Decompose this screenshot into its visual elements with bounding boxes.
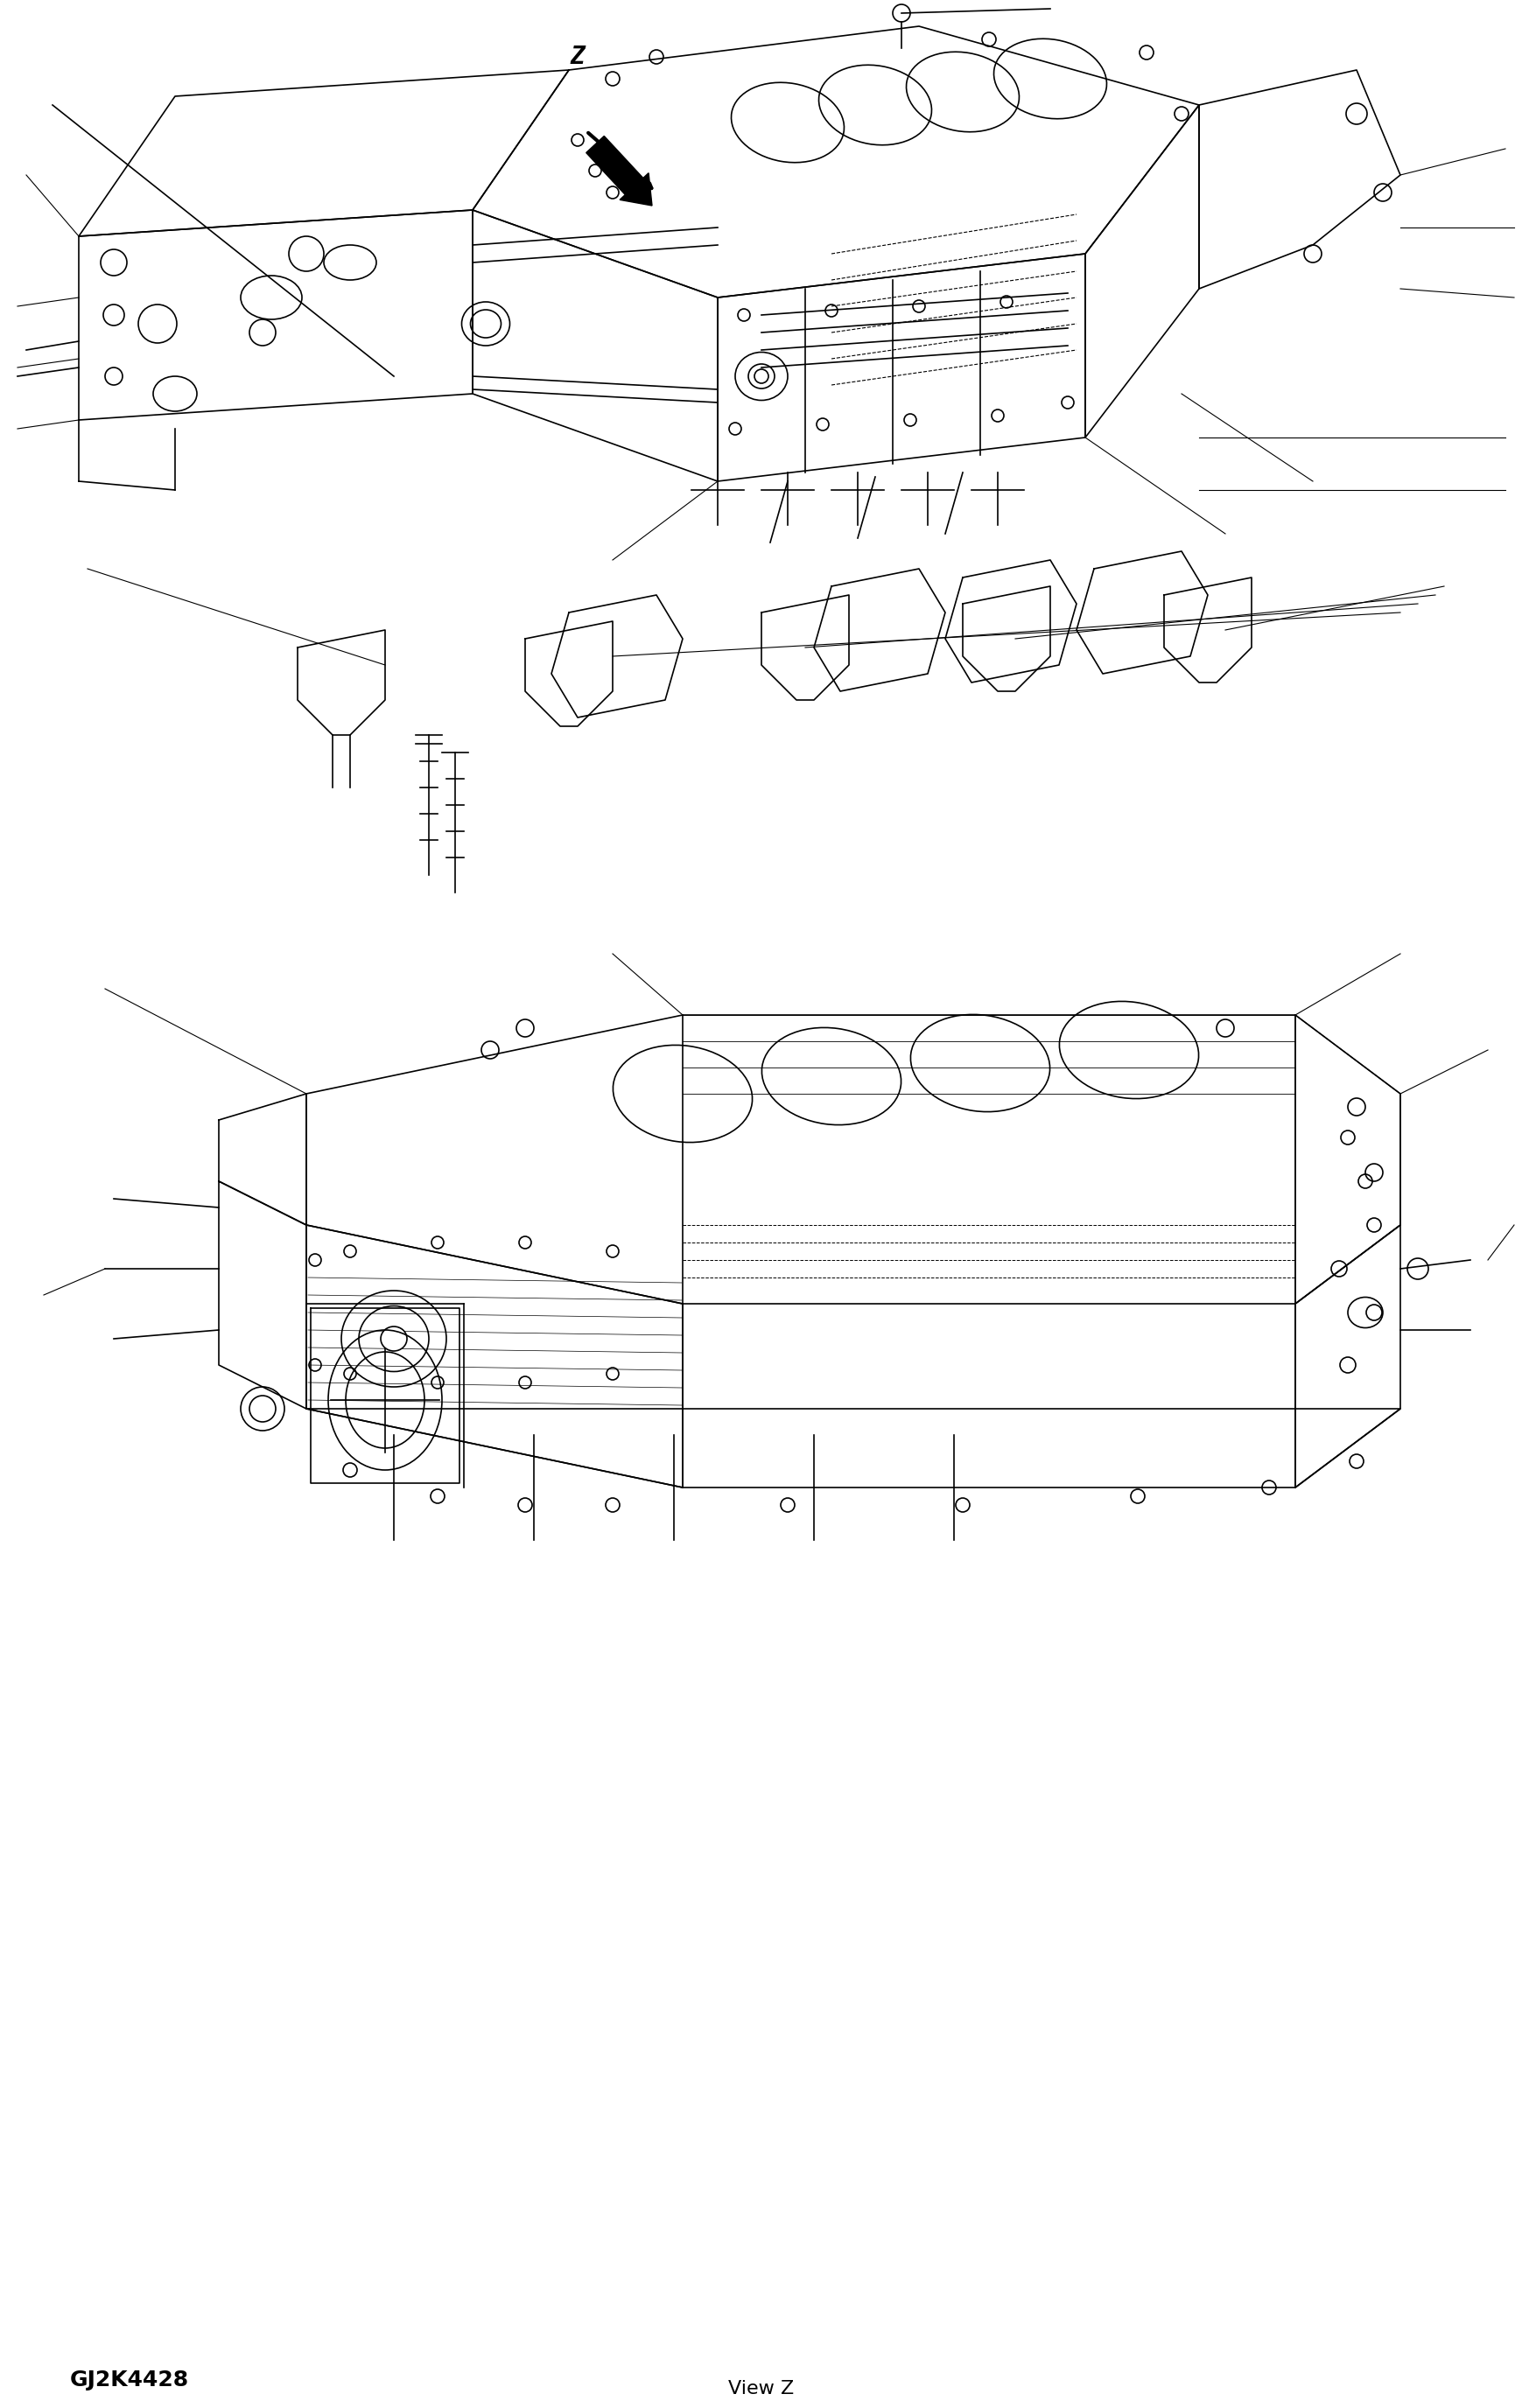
Circle shape: [755, 368, 769, 383]
Text: GJ2K4428: GJ2K4428: [70, 2369, 189, 2391]
Text: Z: Z: [571, 46, 584, 70]
FancyArrow shape: [586, 135, 651, 205]
Ellipse shape: [380, 1327, 406, 1351]
Text: View Z: View Z: [729, 2379, 794, 2398]
